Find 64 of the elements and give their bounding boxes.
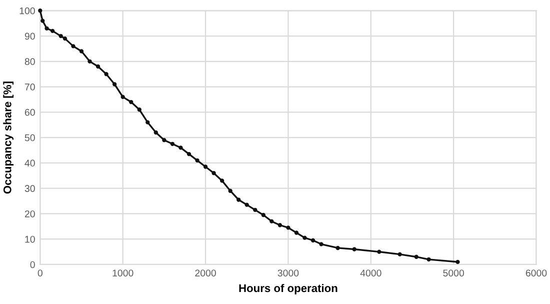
point xyxy=(96,64,100,69)
y-tick-label: 40 xyxy=(24,160,35,167)
point xyxy=(212,171,216,176)
x-tick-label: 3000 xyxy=(278,270,299,276)
x-tick-label: 0 xyxy=(38,270,42,276)
point xyxy=(112,82,117,86)
y-tick-label: 100 xyxy=(20,7,35,14)
point xyxy=(40,18,45,23)
point xyxy=(170,142,175,146)
point xyxy=(58,34,63,38)
point xyxy=(310,238,316,242)
y-axis-title: Occupancy share [%] xyxy=(3,82,14,194)
y-tick-label: 90 xyxy=(24,32,35,40)
point xyxy=(302,236,307,240)
point xyxy=(261,212,266,218)
point xyxy=(154,130,158,135)
point xyxy=(162,138,166,142)
point xyxy=(195,158,200,162)
point xyxy=(178,146,183,150)
point xyxy=(228,188,232,193)
x-tick-label: 1000 xyxy=(112,270,134,276)
point xyxy=(186,152,192,156)
point xyxy=(120,94,125,100)
point xyxy=(336,246,340,250)
point xyxy=(244,202,249,207)
point xyxy=(71,44,76,48)
point xyxy=(286,226,290,230)
point xyxy=(137,108,142,112)
x-tick-label: 6000 xyxy=(526,270,547,276)
y-tick-label: 70 xyxy=(24,84,35,90)
point xyxy=(220,178,224,183)
point xyxy=(352,247,356,252)
point xyxy=(456,260,460,264)
point xyxy=(294,230,299,235)
point xyxy=(253,208,258,212)
point xyxy=(146,120,150,124)
point xyxy=(319,242,324,246)
point xyxy=(270,219,274,224)
point xyxy=(50,28,55,34)
point xyxy=(236,198,241,202)
point xyxy=(426,257,431,262)
point xyxy=(79,49,84,54)
x-tick-label: 4000 xyxy=(360,270,382,276)
point xyxy=(398,252,402,256)
y-tick-label: 60 xyxy=(24,108,35,116)
point xyxy=(38,8,42,13)
point xyxy=(62,36,68,41)
x-tick-label: 5000 xyxy=(443,270,464,276)
point xyxy=(278,223,282,228)
point xyxy=(203,164,208,169)
point xyxy=(377,250,382,254)
x-tick-label: 2000 xyxy=(195,270,216,276)
y-tick-label: 30 xyxy=(24,185,35,192)
y-tick-label: 20 xyxy=(24,210,35,218)
y-tick-label: 0 xyxy=(30,261,35,268)
y-tick-label: 80 xyxy=(24,58,35,66)
point xyxy=(88,59,92,64)
point xyxy=(414,254,418,259)
point xyxy=(104,72,108,76)
point xyxy=(129,100,134,104)
point xyxy=(44,26,49,30)
y-tick-label: 50 xyxy=(24,134,35,142)
y-tick-label: 10 xyxy=(25,236,35,243)
x-axis-title: Hours of operation xyxy=(239,284,338,294)
